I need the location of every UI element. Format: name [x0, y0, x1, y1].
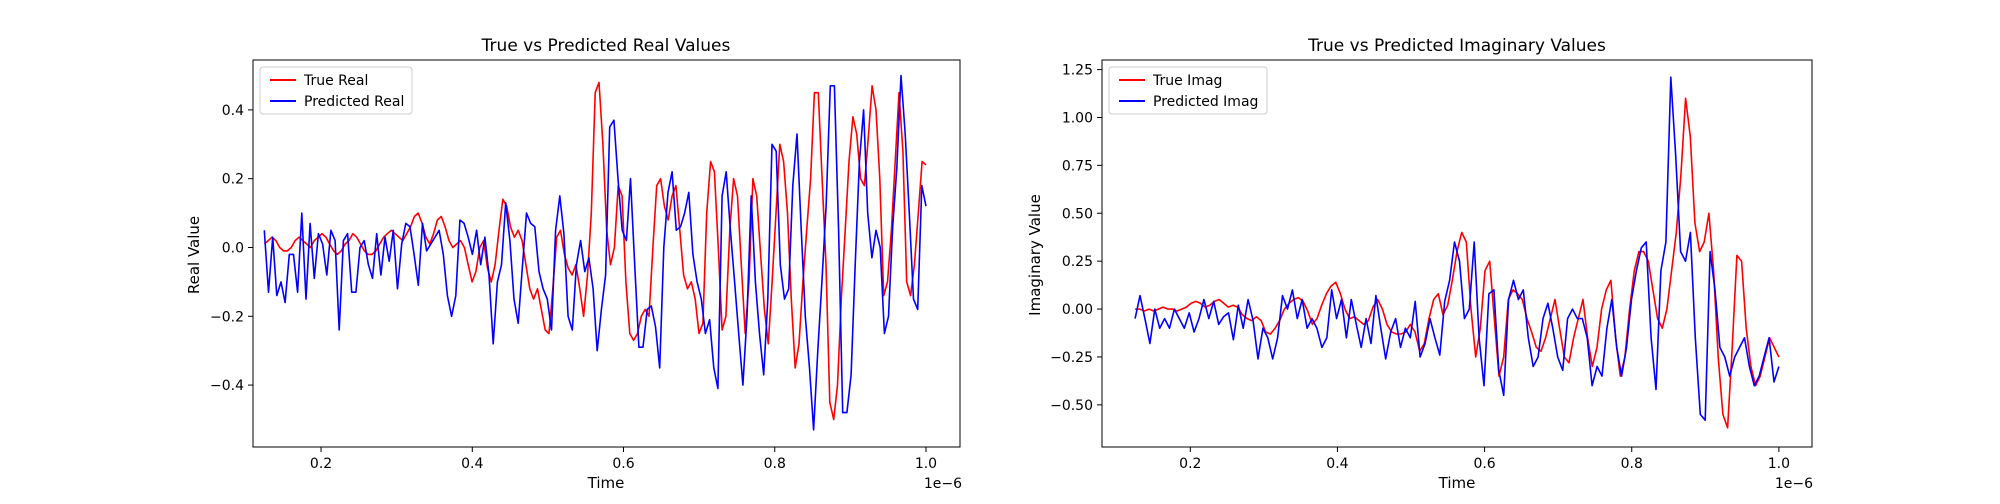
x-tick-label: 0.8	[764, 456, 786, 472]
series-line-true	[263, 81, 927, 421]
legend-box	[259, 66, 413, 115]
y-tick-label: 0.75	[1062, 158, 1093, 174]
y-tick-label: −0.4	[210, 378, 244, 394]
series-line-predicted	[1134, 76, 1780, 422]
x-tick-label: 0.4	[461, 456, 483, 472]
x-tick-label: 0.2	[1179, 456, 1201, 472]
x-tick-label: 0.6	[612, 456, 634, 472]
imag-values-chart: True vs Predicted Imaginary Values Time …	[1026, 36, 1813, 492]
x-tick-label: 1.0	[1768, 456, 1790, 472]
legend-label-predicted: Predicted Imag	[1153, 94, 1258, 110]
y-tick-label: −0.25	[1050, 350, 1093, 366]
x-ticks: 0.2 0.4 0.6 0.8 1.0	[1179, 447, 1790, 472]
y-tick-label: 0.25	[1062, 254, 1093, 270]
plot-lines	[263, 74, 927, 431]
x-tick-label: 1.0	[915, 456, 937, 472]
x-axis-label: Time	[1438, 474, 1476, 492]
x-offset-label: 1e−6	[924, 476, 962, 492]
y-tick-label: 1.25	[1062, 63, 1093, 79]
chart-title: True vs Predicted Imaginary Values	[1307, 36, 1606, 56]
plot-frame	[252, 59, 961, 448]
plot-frame	[1101, 59, 1813, 448]
legend: True Imag Predicted Imag	[1108, 66, 1268, 115]
y-tick-label: 0.0	[222, 240, 244, 256]
legend-label-true: True Real	[303, 73, 368, 89]
y-ticks: −0.4 −0.2 0.0 0.2 0.4	[210, 103, 253, 394]
x-ticks: 0.2 0.4 0.6 0.8 1.0	[310, 447, 937, 472]
y-tick-label: 1.00	[1062, 110, 1093, 126]
y-tick-label: −0.2	[210, 309, 244, 325]
x-tick-label: 0.2	[310, 456, 332, 472]
x-tick-label: 0.6	[1473, 456, 1495, 472]
legend-label-predicted: Predicted Real	[304, 94, 404, 110]
series-line-predicted	[263, 74, 927, 431]
y-tick-label: 0.50	[1062, 206, 1093, 222]
y-axis-label: Imaginary Value	[1026, 194, 1044, 316]
y-tick-label: 0.00	[1062, 302, 1093, 318]
plot-lines	[1134, 76, 1780, 429]
legend: True Real Predicted Real	[259, 66, 413, 115]
real-values-chart: True vs Predicted Real Values Time Real …	[185, 36, 962, 492]
x-tick-label: 0.4	[1326, 456, 1348, 472]
x-offset-label: 1e−6	[1775, 476, 1813, 492]
series-line-true	[1135, 97, 1780, 429]
x-tick-label: 0.8	[1621, 456, 1643, 472]
legend-box	[1108, 66, 1268, 115]
y-tick-label: 0.4	[222, 103, 244, 119]
y-tick-label: −0.50	[1050, 398, 1093, 414]
y-tick-label: 0.2	[222, 172, 244, 188]
x-axis-label: Time	[587, 474, 625, 492]
y-axis-label: Real Value	[185, 216, 203, 294]
chart-title: True vs Predicted Real Values	[481, 36, 731, 56]
legend-label-true: True Imag	[1152, 73, 1222, 89]
y-ticks: −0.50 −0.25 0.00 0.25 0.50 0.75 1.00 1.25	[1050, 63, 1102, 414]
